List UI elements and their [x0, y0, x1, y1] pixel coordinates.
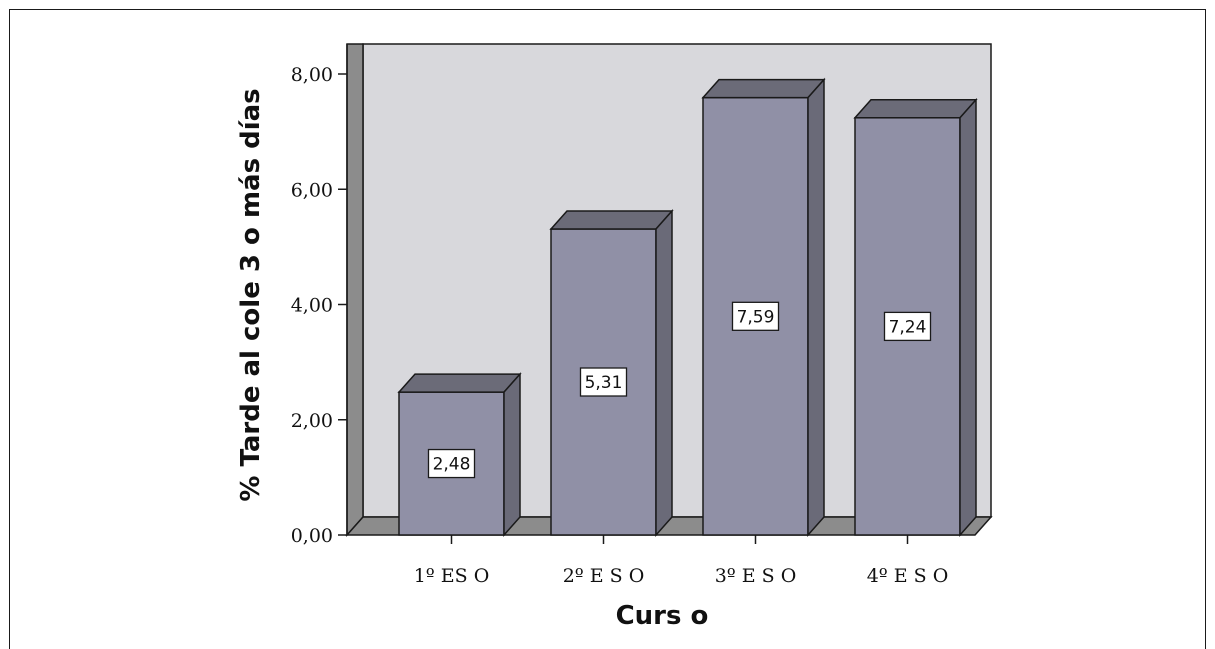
- bar-top: [549, 210, 674, 230]
- bar-top: [701, 78, 826, 99]
- y-tick-label: 6,00: [291, 179, 333, 201]
- chart-frame: [9, 9, 1206, 649]
- bar-side: [503, 372, 521, 537]
- value-label: 5,31: [585, 373, 623, 393]
- y-tick-label: 2,00: [291, 410, 333, 432]
- x-tick-label: 1º ES O: [414, 565, 490, 587]
- value-label-box: [731, 301, 780, 331]
- x-tick-label: 4º E S O: [867, 565, 949, 587]
- bar-3: 7,59: [701, 77, 826, 537]
- value-label-box: [579, 367, 628, 397]
- value-label-box: [427, 448, 476, 479]
- value-label: 2,48: [433, 455, 471, 475]
- value-label: 7,24: [889, 317, 927, 337]
- bar-top: [397, 373, 522, 393]
- y-axis: 0,00 2,00 4,00 6,00 8,00: [291, 44, 348, 547]
- x-axis: 1º ES O 2º E S O 3º E S O 4º E S O: [414, 535, 949, 587]
- bar-4: 7,24: [853, 97, 978, 537]
- bar-2: 5,31: [549, 209, 674, 537]
- bar-side: [807, 77, 825, 537]
- value-label-box: [883, 311, 932, 342]
- bars: 2,48 5,31 7,59 7,24: [397, 77, 978, 537]
- bar-1: 2,48: [397, 372, 522, 537]
- x-tick-label: 2º E S O: [563, 565, 645, 587]
- y-tick-label: 4,00: [291, 295, 333, 317]
- y-tick-label: 0,00: [291, 525, 333, 547]
- x-axis-title: Curs o: [616, 601, 709, 631]
- y-axis-title: % Tarde al cole 3 o más días: [236, 88, 266, 501]
- bar-side: [959, 97, 977, 537]
- left-wall: [346, 43, 364, 537]
- y-tick-label: 8,00: [291, 64, 333, 86]
- bar-side: [655, 209, 673, 537]
- bar-top: [853, 99, 978, 119]
- value-label: 7,59: [737, 307, 775, 327]
- x-tick-label: 3º E S O: [715, 565, 797, 587]
